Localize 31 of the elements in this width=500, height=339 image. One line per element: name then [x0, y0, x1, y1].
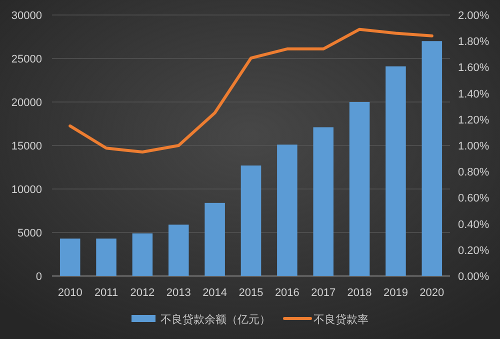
- x-tick-label: 2014: [202, 287, 228, 299]
- y-tick-label: 25000: [11, 54, 42, 66]
- y2-tick-label: 1.40%: [458, 88, 490, 100]
- y2-tick-label: 0.00%: [458, 271, 490, 283]
- y2-tick-label: 1.20%: [458, 114, 490, 126]
- x-tick-label: 2016: [274, 287, 300, 299]
- x-tick-label: 2011: [94, 287, 118, 299]
- x-tick-label: 2012: [130, 287, 155, 299]
- legend-label: 不良贷款余额（亿元）: [160, 313, 270, 326]
- y2-tick-label: 1.60%: [458, 62, 490, 74]
- x-tick-label: 2018: [347, 287, 372, 299]
- y2-tick-label: 0.80%: [458, 166, 490, 179]
- y2-tick-label: 0.60%: [458, 192, 490, 205]
- y-tick-label: 0: [36, 271, 42, 283]
- x-tick-label: 2020: [420, 287, 444, 299]
- legend-label: 不良贷款率: [314, 313, 368, 326]
- x-tick-label: 2015: [238, 287, 264, 299]
- x-tick-label: 2019: [383, 287, 408, 299]
- y2-tick-label: 0.20%: [458, 244, 490, 257]
- y2-tick-label: 0.40%: [458, 218, 490, 231]
- y2-tick-label: 1.80%: [458, 36, 490, 48]
- y2-tick-label: 2.00%: [458, 10, 490, 22]
- y2-tick-label: 1.00%: [458, 140, 490, 152]
- y-tick-label: 30000: [11, 10, 42, 22]
- y-tick-label: 5000: [18, 228, 42, 240]
- x-tick-label: 2010: [58, 287, 82, 299]
- y-tick-label: 20000: [11, 97, 42, 109]
- x-tick-label: 2013: [166, 287, 191, 299]
- x-tick-label: 2017: [311, 287, 336, 299]
- y-tick-label: 10000: [11, 184, 42, 196]
- y-tick-label: 15000: [11, 140, 42, 152]
